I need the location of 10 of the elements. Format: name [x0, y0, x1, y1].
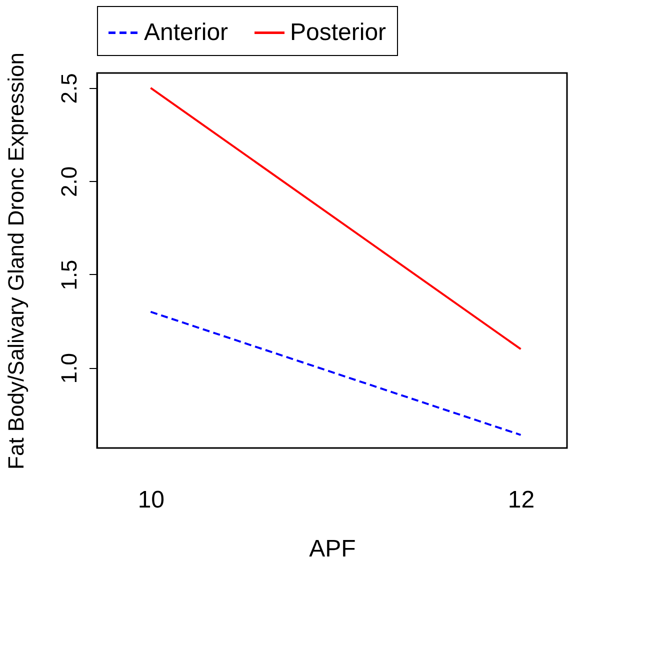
y-axis-title: Fat Body/Salivary Gland Dronc Expression — [4, 52, 28, 470]
y-tick-label: 2.0 — [56, 166, 82, 198]
legend-label: Anterior — [144, 18, 228, 46]
y-tick-label: 1.5 — [56, 260, 82, 290]
legend-label: Posterior — [290, 18, 386, 46]
x-tick-label: 10 — [138, 486, 165, 514]
y-tick-label: 2.5 — [56, 73, 82, 104]
x-axis-title: APF — [309, 536, 356, 562]
x-tick-label: 12 — [508, 486, 535, 514]
y-tick-label: 1.0 — [56, 352, 82, 384]
